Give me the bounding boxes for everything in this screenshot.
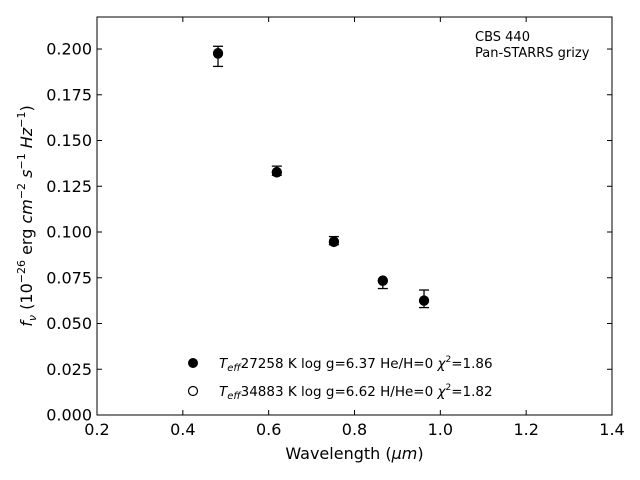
annotation-object: CBS 440 <box>475 30 530 45</box>
y-axis-label: fν (10−26 erg cm−2 s−1 Hz−1) <box>15 105 39 326</box>
x-tick-label: 1.4 <box>599 420 624 439</box>
legend-2-comp: H/He=0 <box>380 384 433 400</box>
plot-area <box>96 16 613 416</box>
legend-1-logg: log g=6.37 <box>301 356 376 372</box>
legend: Teff27258 K log g=6.37 He/H=0 χ2=1.86 Te… <box>187 355 493 402</box>
model-point-open <box>212 47 224 59</box>
annotation-survey: Pan-STARRS grizy <box>475 46 590 61</box>
y-tick-label: 0.125 <box>46 177 92 196</box>
y-tick-label: 0.075 <box>46 268 92 287</box>
model-point-open <box>328 236 339 247</box>
y-tick-label: 0.200 <box>46 40 92 59</box>
legend-1-chi2: =1.86 <box>451 356 492 372</box>
y-tick-label: 0.025 <box>46 360 92 379</box>
legend-entry-2: Teff34883 K log g=6.62 H/He=0 χ2=1.82 <box>219 383 493 402</box>
y-tick-label: 0.000 <box>46 406 92 425</box>
y-tick-label: 0.150 <box>46 131 92 150</box>
data-markers <box>212 47 430 306</box>
x-tick-label: 1.0 <box>428 420 453 439</box>
legend-2-logg: log g=6.62 <box>301 384 376 400</box>
x-axis-ticks: 0.2 0.4 0.6 0.8 1.0 1.2 1.4 <box>84 17 625 439</box>
x-tick-label: 0.2 <box>84 420 109 439</box>
model-point-open <box>271 166 282 178</box>
y-tick-label: 0.175 <box>46 85 92 104</box>
y-tick-label: 0.050 <box>46 314 92 333</box>
legend-marker-open <box>187 385 199 397</box>
model-point-open <box>377 275 388 286</box>
model-point-open <box>418 295 430 306</box>
y-tick-label: 0.100 <box>46 223 92 242</box>
x-tick-label: 0.8 <box>342 420 367 439</box>
x-tick-label: 0.4 <box>170 420 195 439</box>
y-axis-ticks: 0.000 0.025 0.050 0.075 0.100 0.125 0.150 0.175… <box>46 40 612 425</box>
legend-1-teff: 27258 K <box>241 356 298 372</box>
x-tick-label: 1.2 <box>513 420 538 439</box>
legend-1-comp: He/H=0 <box>380 356 433 372</box>
legend-2-chi2: =1.82 <box>451 384 492 400</box>
legend-marker-filled <box>188 358 198 368</box>
x-tick-label: 0.6 <box>256 420 281 439</box>
legend-2-teff: 34883 K <box>241 384 298 400</box>
legend-entry-1: Teff27258 K log g=6.37 He/H=0 χ2=1.86 <box>219 355 493 374</box>
x-axis-label: Wavelength (μm) <box>285 444 423 463</box>
